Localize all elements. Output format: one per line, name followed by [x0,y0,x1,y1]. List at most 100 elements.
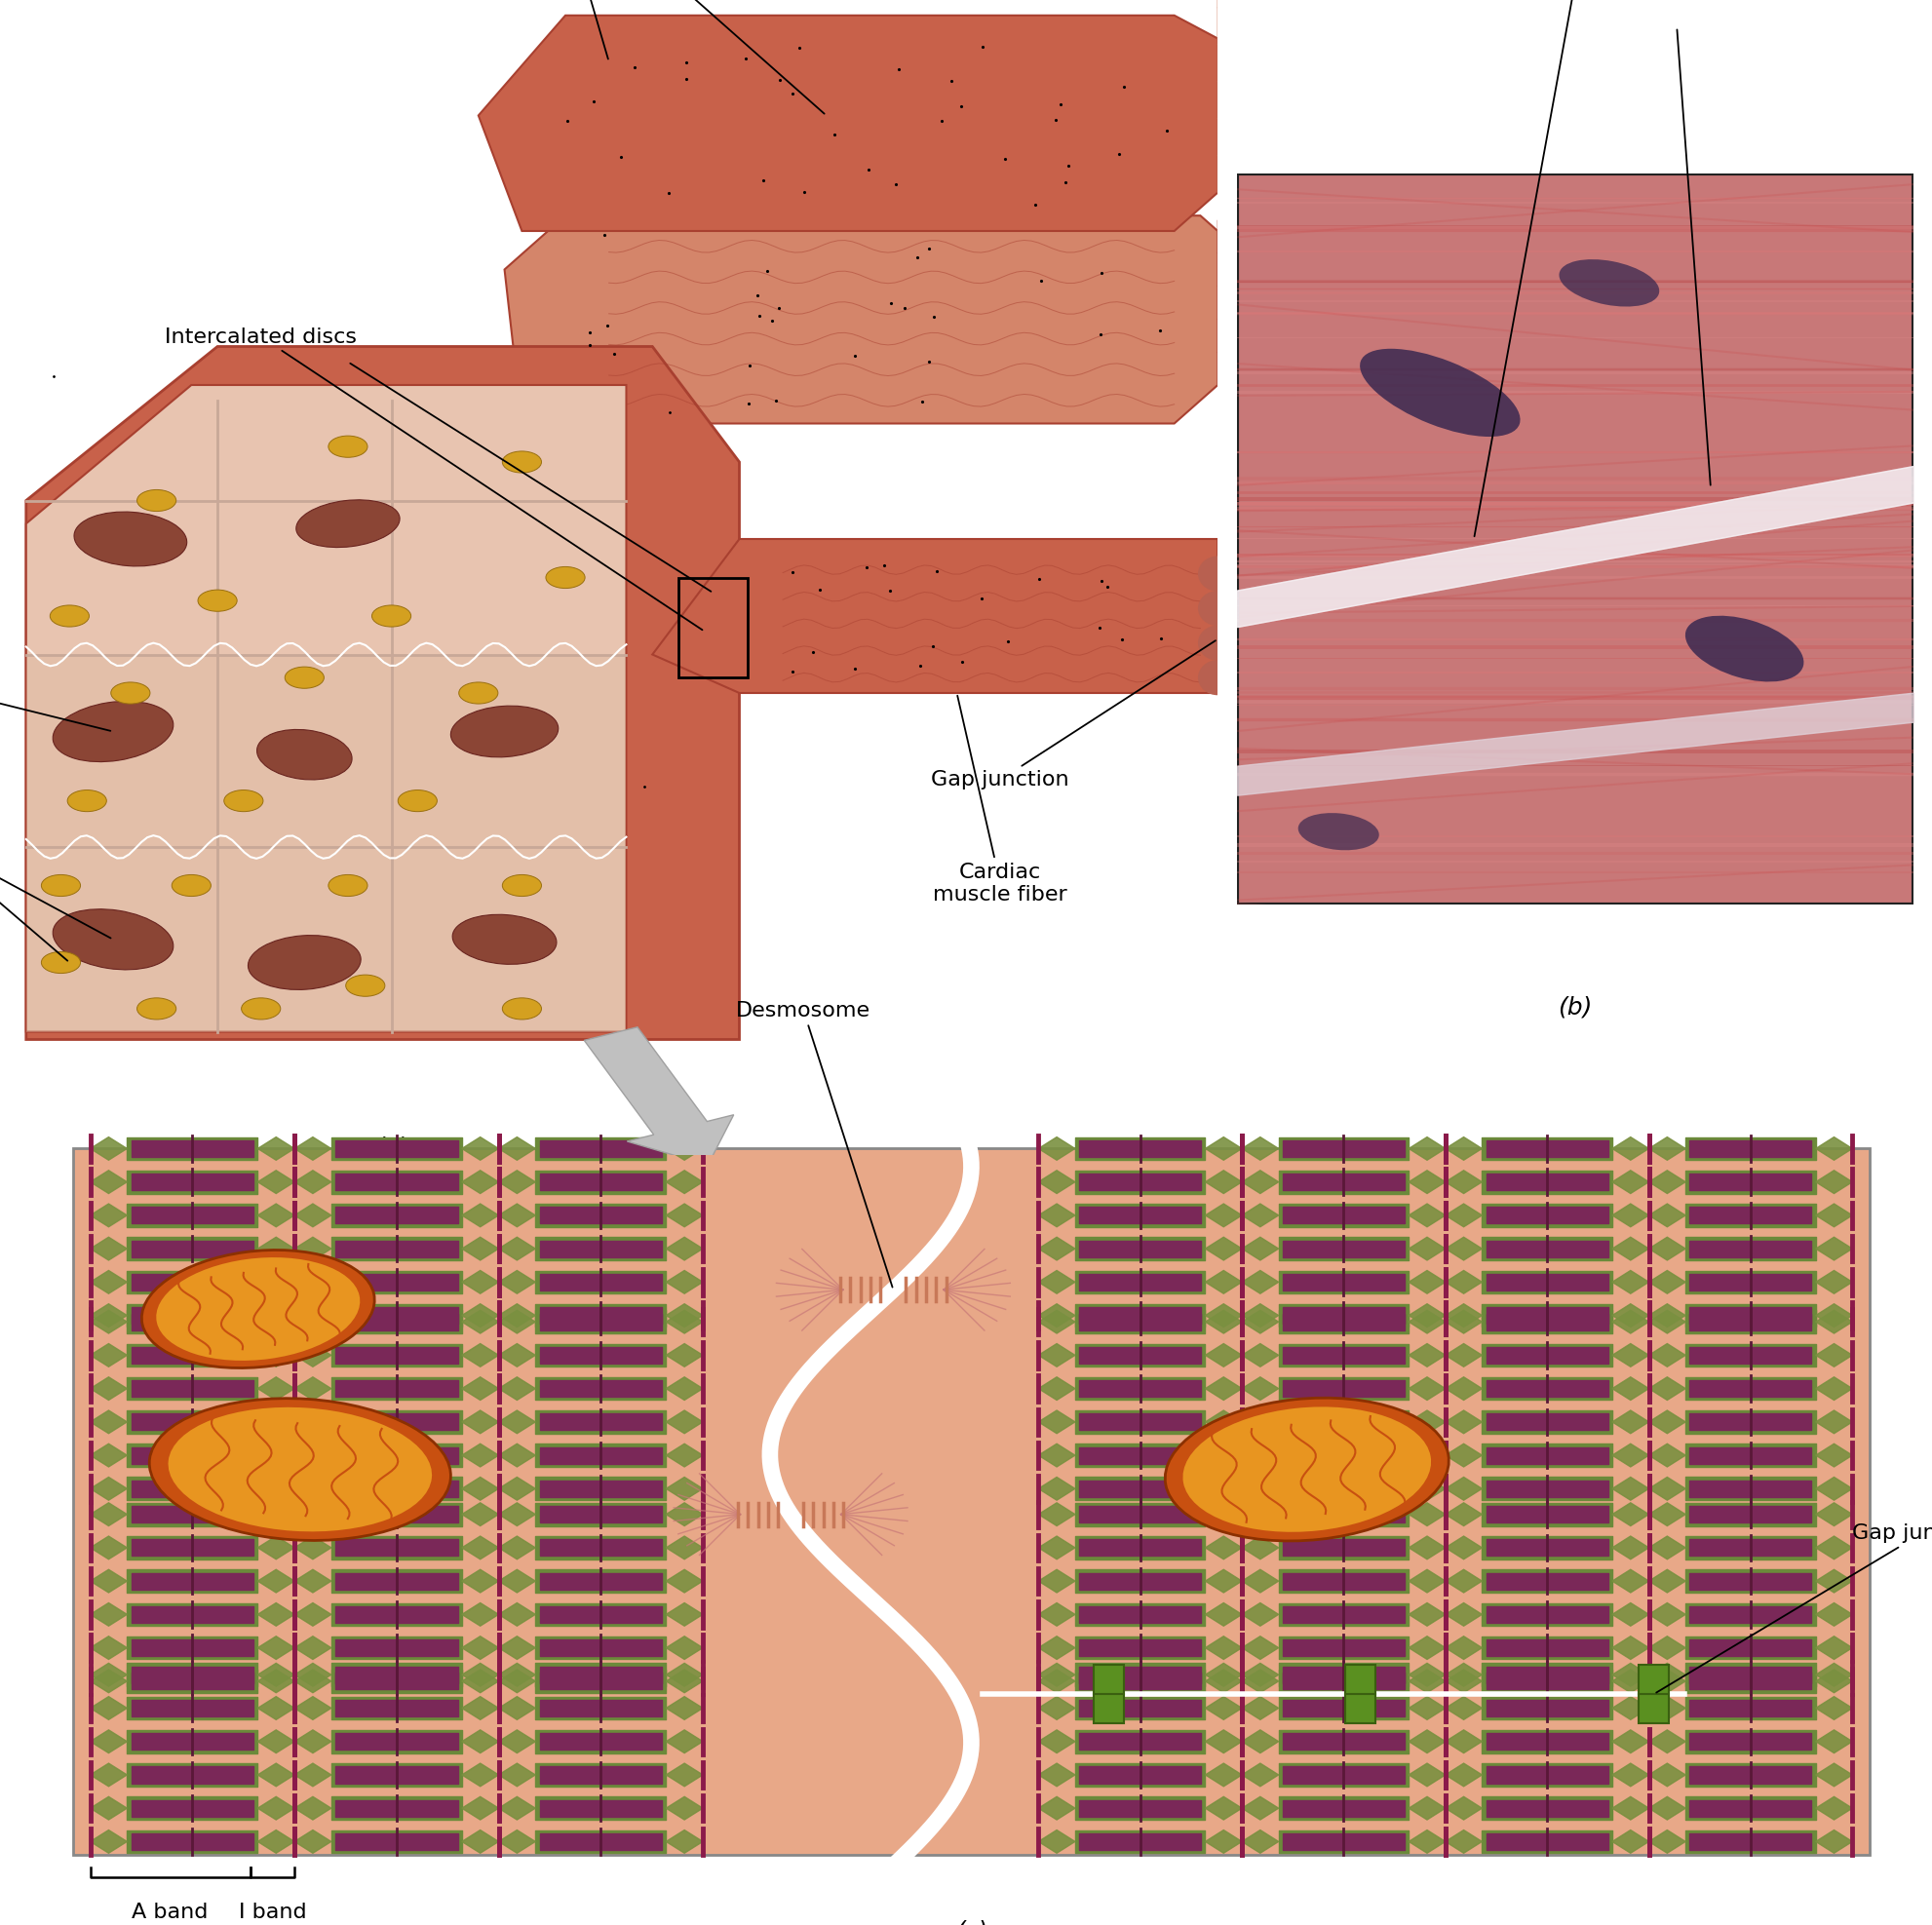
Polygon shape [462,1604,498,1627]
Polygon shape [1037,1763,1074,1786]
Polygon shape [294,1831,330,1854]
Polygon shape [1037,1411,1074,1434]
Polygon shape [257,1636,294,1659]
Text: Intercalated discs: Intercalated discs [164,327,701,629]
Polygon shape [1611,1569,1648,1592]
Polygon shape [462,1238,498,1261]
Polygon shape [1240,1669,1277,1692]
Polygon shape [1037,1831,1074,1854]
Polygon shape [1814,1270,1851,1294]
Polygon shape [1206,1569,1240,1592]
Polygon shape [462,1476,498,1500]
Polygon shape [1037,1311,1074,1334]
Polygon shape [91,1303,128,1326]
Ellipse shape [52,909,174,970]
Polygon shape [1814,1569,1851,1592]
Polygon shape [1206,1311,1240,1334]
Polygon shape [462,1203,498,1226]
Polygon shape [1648,1536,1685,1559]
Polygon shape [1037,1536,1074,1559]
Polygon shape [1217,219,1248,252]
Polygon shape [1648,1270,1685,1294]
Polygon shape [1445,1270,1482,1294]
Polygon shape [1206,1796,1240,1819]
Polygon shape [504,216,1217,424]
Circle shape [1198,660,1236,695]
Polygon shape [1240,1536,1277,1559]
Polygon shape [1445,1303,1482,1326]
Polygon shape [91,1696,128,1719]
Polygon shape [1611,1203,1648,1226]
Polygon shape [462,1411,498,1434]
Polygon shape [1814,1604,1851,1627]
Polygon shape [1206,1344,1240,1367]
Polygon shape [1037,1376,1074,1399]
Ellipse shape [247,936,361,989]
Ellipse shape [502,997,541,1020]
Polygon shape [462,1696,498,1719]
Polygon shape [1648,1696,1685,1719]
Polygon shape [1037,1503,1074,1527]
Polygon shape [1408,1203,1445,1226]
Polygon shape [1037,1476,1074,1500]
Polygon shape [91,1411,128,1434]
Ellipse shape [328,874,367,897]
Polygon shape [1648,1203,1685,1226]
Polygon shape [498,1376,535,1399]
Polygon shape [294,1311,330,1334]
Polygon shape [1240,1238,1277,1261]
Polygon shape [1408,1411,1445,1434]
Polygon shape [1408,1831,1445,1854]
Polygon shape [498,1411,535,1434]
Ellipse shape [1559,260,1658,306]
Polygon shape [294,1270,330,1294]
Polygon shape [1648,1411,1685,1434]
Polygon shape [1206,1831,1240,1854]
Polygon shape [257,1796,294,1819]
Polygon shape [218,654,390,847]
Text: (a): (a) [375,1136,408,1161]
Polygon shape [1814,1444,1851,1467]
Polygon shape [294,1303,330,1326]
Polygon shape [1217,0,1252,8]
Ellipse shape [149,1398,450,1540]
Bar [1345,1665,1376,1723]
Polygon shape [498,1831,535,1854]
Polygon shape [462,1831,498,1854]
Polygon shape [257,1663,294,1686]
Polygon shape [1648,1170,1685,1194]
Polygon shape [498,1503,535,1527]
Polygon shape [1217,320,1248,352]
Polygon shape [667,1311,703,1334]
Polygon shape [91,1170,128,1194]
Polygon shape [1217,287,1248,320]
Polygon shape [1206,1536,1240,1559]
Polygon shape [1217,119,1252,156]
Polygon shape [1240,1831,1277,1854]
Ellipse shape [452,914,556,964]
Ellipse shape [296,500,400,547]
Polygon shape [498,1170,535,1194]
Polygon shape [1206,1636,1240,1659]
Polygon shape [1814,1138,1851,1161]
Polygon shape [257,1376,294,1399]
Polygon shape [462,1138,498,1161]
Polygon shape [1648,1831,1685,1854]
Polygon shape [498,1444,535,1467]
Polygon shape [294,1170,330,1194]
Polygon shape [667,1238,703,1261]
Polygon shape [498,1796,535,1819]
Ellipse shape [1165,1398,1449,1540]
Polygon shape [1206,1376,1240,1399]
Polygon shape [667,1536,703,1559]
Polygon shape [1445,1170,1482,1194]
Bar [1094,1665,1122,1723]
Polygon shape [1037,1636,1074,1659]
Polygon shape [257,1476,294,1500]
Polygon shape [1408,1344,1445,1367]
Polygon shape [653,539,1217,693]
Polygon shape [1408,1270,1445,1294]
Polygon shape [1240,1270,1277,1294]
Polygon shape [1814,1636,1851,1659]
Polygon shape [1240,1636,1277,1659]
